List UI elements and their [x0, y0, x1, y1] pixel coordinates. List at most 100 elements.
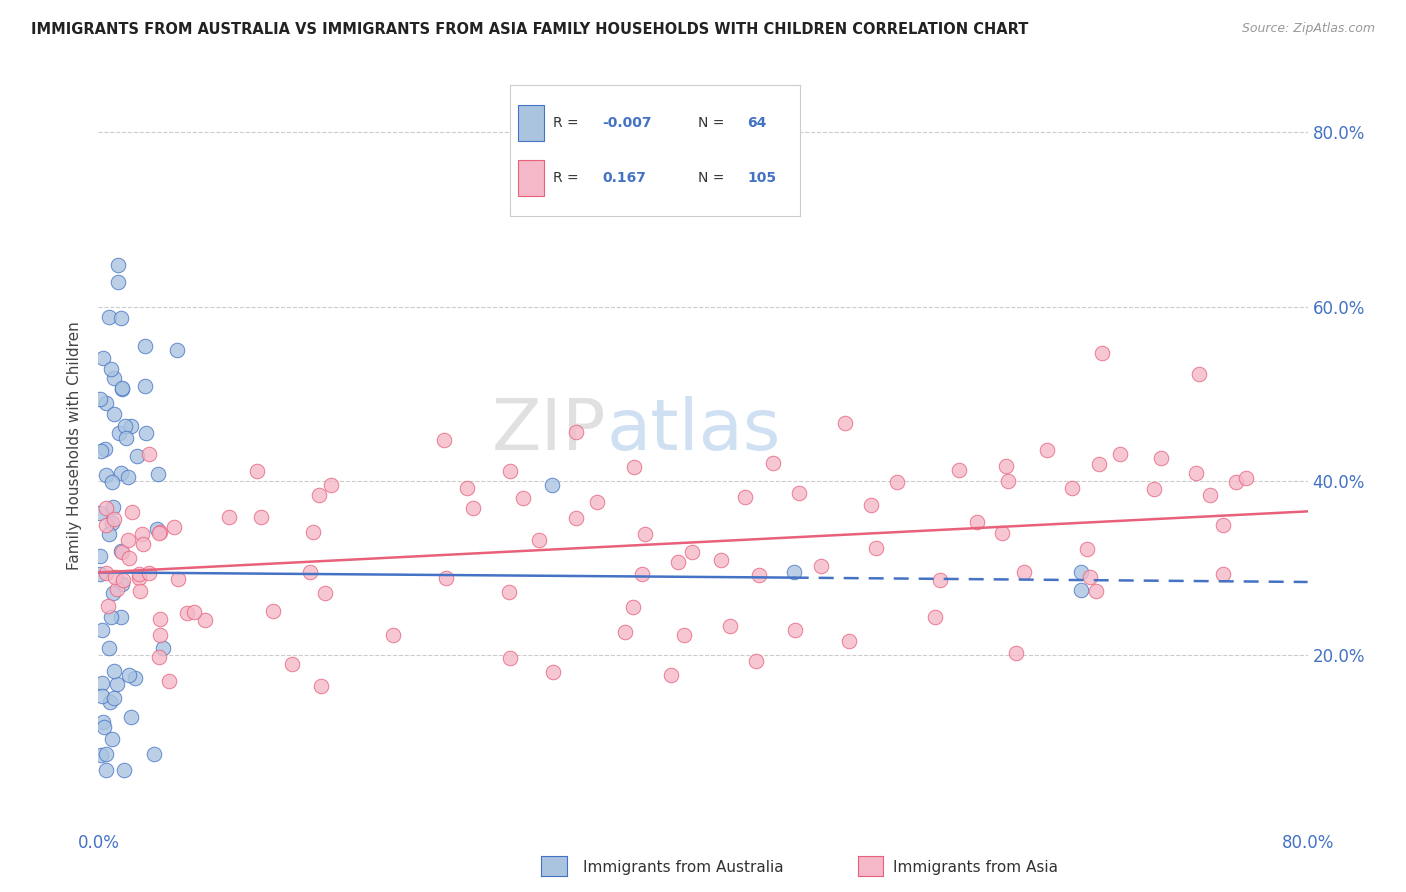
Point [117, 469, 139, 483]
Point [787, 485, 810, 500]
Point [120, 709, 142, 723]
Text: Immigrants from Asia: Immigrants from Asia [893, 860, 1057, 874]
Point [433, 433, 456, 447]
Text: Immigrants from Australia: Immigrants from Australia [583, 860, 785, 874]
Point [280, 657, 302, 671]
Point [121, 505, 143, 519]
Point [103, 570, 125, 584]
Point [132, 537, 155, 551]
Point [96, 501, 118, 516]
Point [127, 449, 149, 463]
Point [995, 459, 1018, 474]
Point [110, 310, 132, 325]
Point [148, 649, 170, 664]
Point [1060, 481, 1083, 495]
Point [91, 715, 114, 730]
Point [124, 671, 146, 685]
Point [148, 467, 170, 482]
Point [499, 650, 522, 665]
Point [1199, 488, 1222, 502]
Point [101, 475, 124, 490]
Point [134, 339, 156, 353]
Point [1076, 541, 1098, 556]
Point [1211, 566, 1233, 581]
Point [101, 500, 124, 515]
Point [128, 571, 150, 585]
Point [101, 516, 124, 530]
Point [1225, 475, 1247, 489]
Point [149, 612, 172, 626]
Text: atlas: atlas [606, 396, 780, 465]
Point [103, 512, 125, 526]
Point [89, 549, 111, 564]
Point [966, 515, 988, 529]
Point [163, 519, 186, 533]
Point [111, 574, 134, 588]
Point [100, 731, 122, 746]
Point [929, 573, 952, 587]
Point [613, 625, 636, 640]
Point [718, 619, 741, 633]
Point [103, 408, 125, 422]
Point [565, 511, 588, 525]
Point [298, 565, 321, 579]
Point [250, 509, 273, 524]
Point [100, 610, 122, 624]
Point [90, 444, 112, 458]
Point [105, 677, 128, 691]
Point [748, 568, 770, 582]
Point [111, 382, 134, 396]
Point [681, 545, 703, 559]
Point [710, 553, 733, 567]
Point [167, 572, 190, 586]
Point [89, 566, 111, 581]
Point [1078, 570, 1101, 584]
Point [997, 474, 1019, 488]
Point [89, 392, 111, 407]
Point [94, 467, 117, 482]
Point [110, 466, 132, 480]
Point [498, 464, 520, 478]
Point [110, 544, 132, 558]
Text: Source: ZipAtlas.com: Source: ZipAtlas.com [1241, 22, 1375, 36]
Point [319, 478, 342, 492]
Point [1143, 482, 1166, 496]
Point [1012, 565, 1035, 579]
Point [860, 498, 883, 512]
Point [96, 566, 118, 581]
Point [783, 623, 806, 637]
Point [103, 371, 125, 385]
Point [149, 524, 172, 539]
Point [91, 351, 114, 365]
Text: IMMIGRANTS FROM AUSTRALIA VS IMMIGRANTS FROM ASIA FAMILY HOUSEHOLDS WITH CHILDRE: IMMIGRANTS FROM AUSTRALIA VS IMMIGRANTS … [31, 22, 1028, 37]
Point [112, 763, 135, 777]
Point [434, 571, 457, 585]
Point [666, 555, 689, 569]
Point [103, 690, 125, 705]
Point [783, 566, 806, 580]
Point [131, 527, 153, 541]
Point [91, 676, 114, 690]
Point [381, 628, 404, 642]
Point [948, 463, 970, 477]
Point [138, 448, 160, 462]
Point [97, 599, 120, 614]
Point [456, 481, 478, 495]
Point [218, 510, 240, 524]
Point [149, 628, 172, 642]
Point [97, 526, 120, 541]
Point [834, 416, 856, 430]
Point [838, 634, 860, 648]
Point [135, 426, 157, 441]
Point [111, 577, 134, 591]
Point [586, 495, 609, 509]
Point [1109, 447, 1132, 461]
Point [314, 586, 336, 600]
Point [97, 641, 120, 656]
Point [94, 396, 117, 410]
Point [1091, 345, 1114, 359]
Point [991, 525, 1014, 540]
Point [301, 524, 323, 539]
Point [630, 566, 652, 581]
Point [517, 190, 540, 204]
